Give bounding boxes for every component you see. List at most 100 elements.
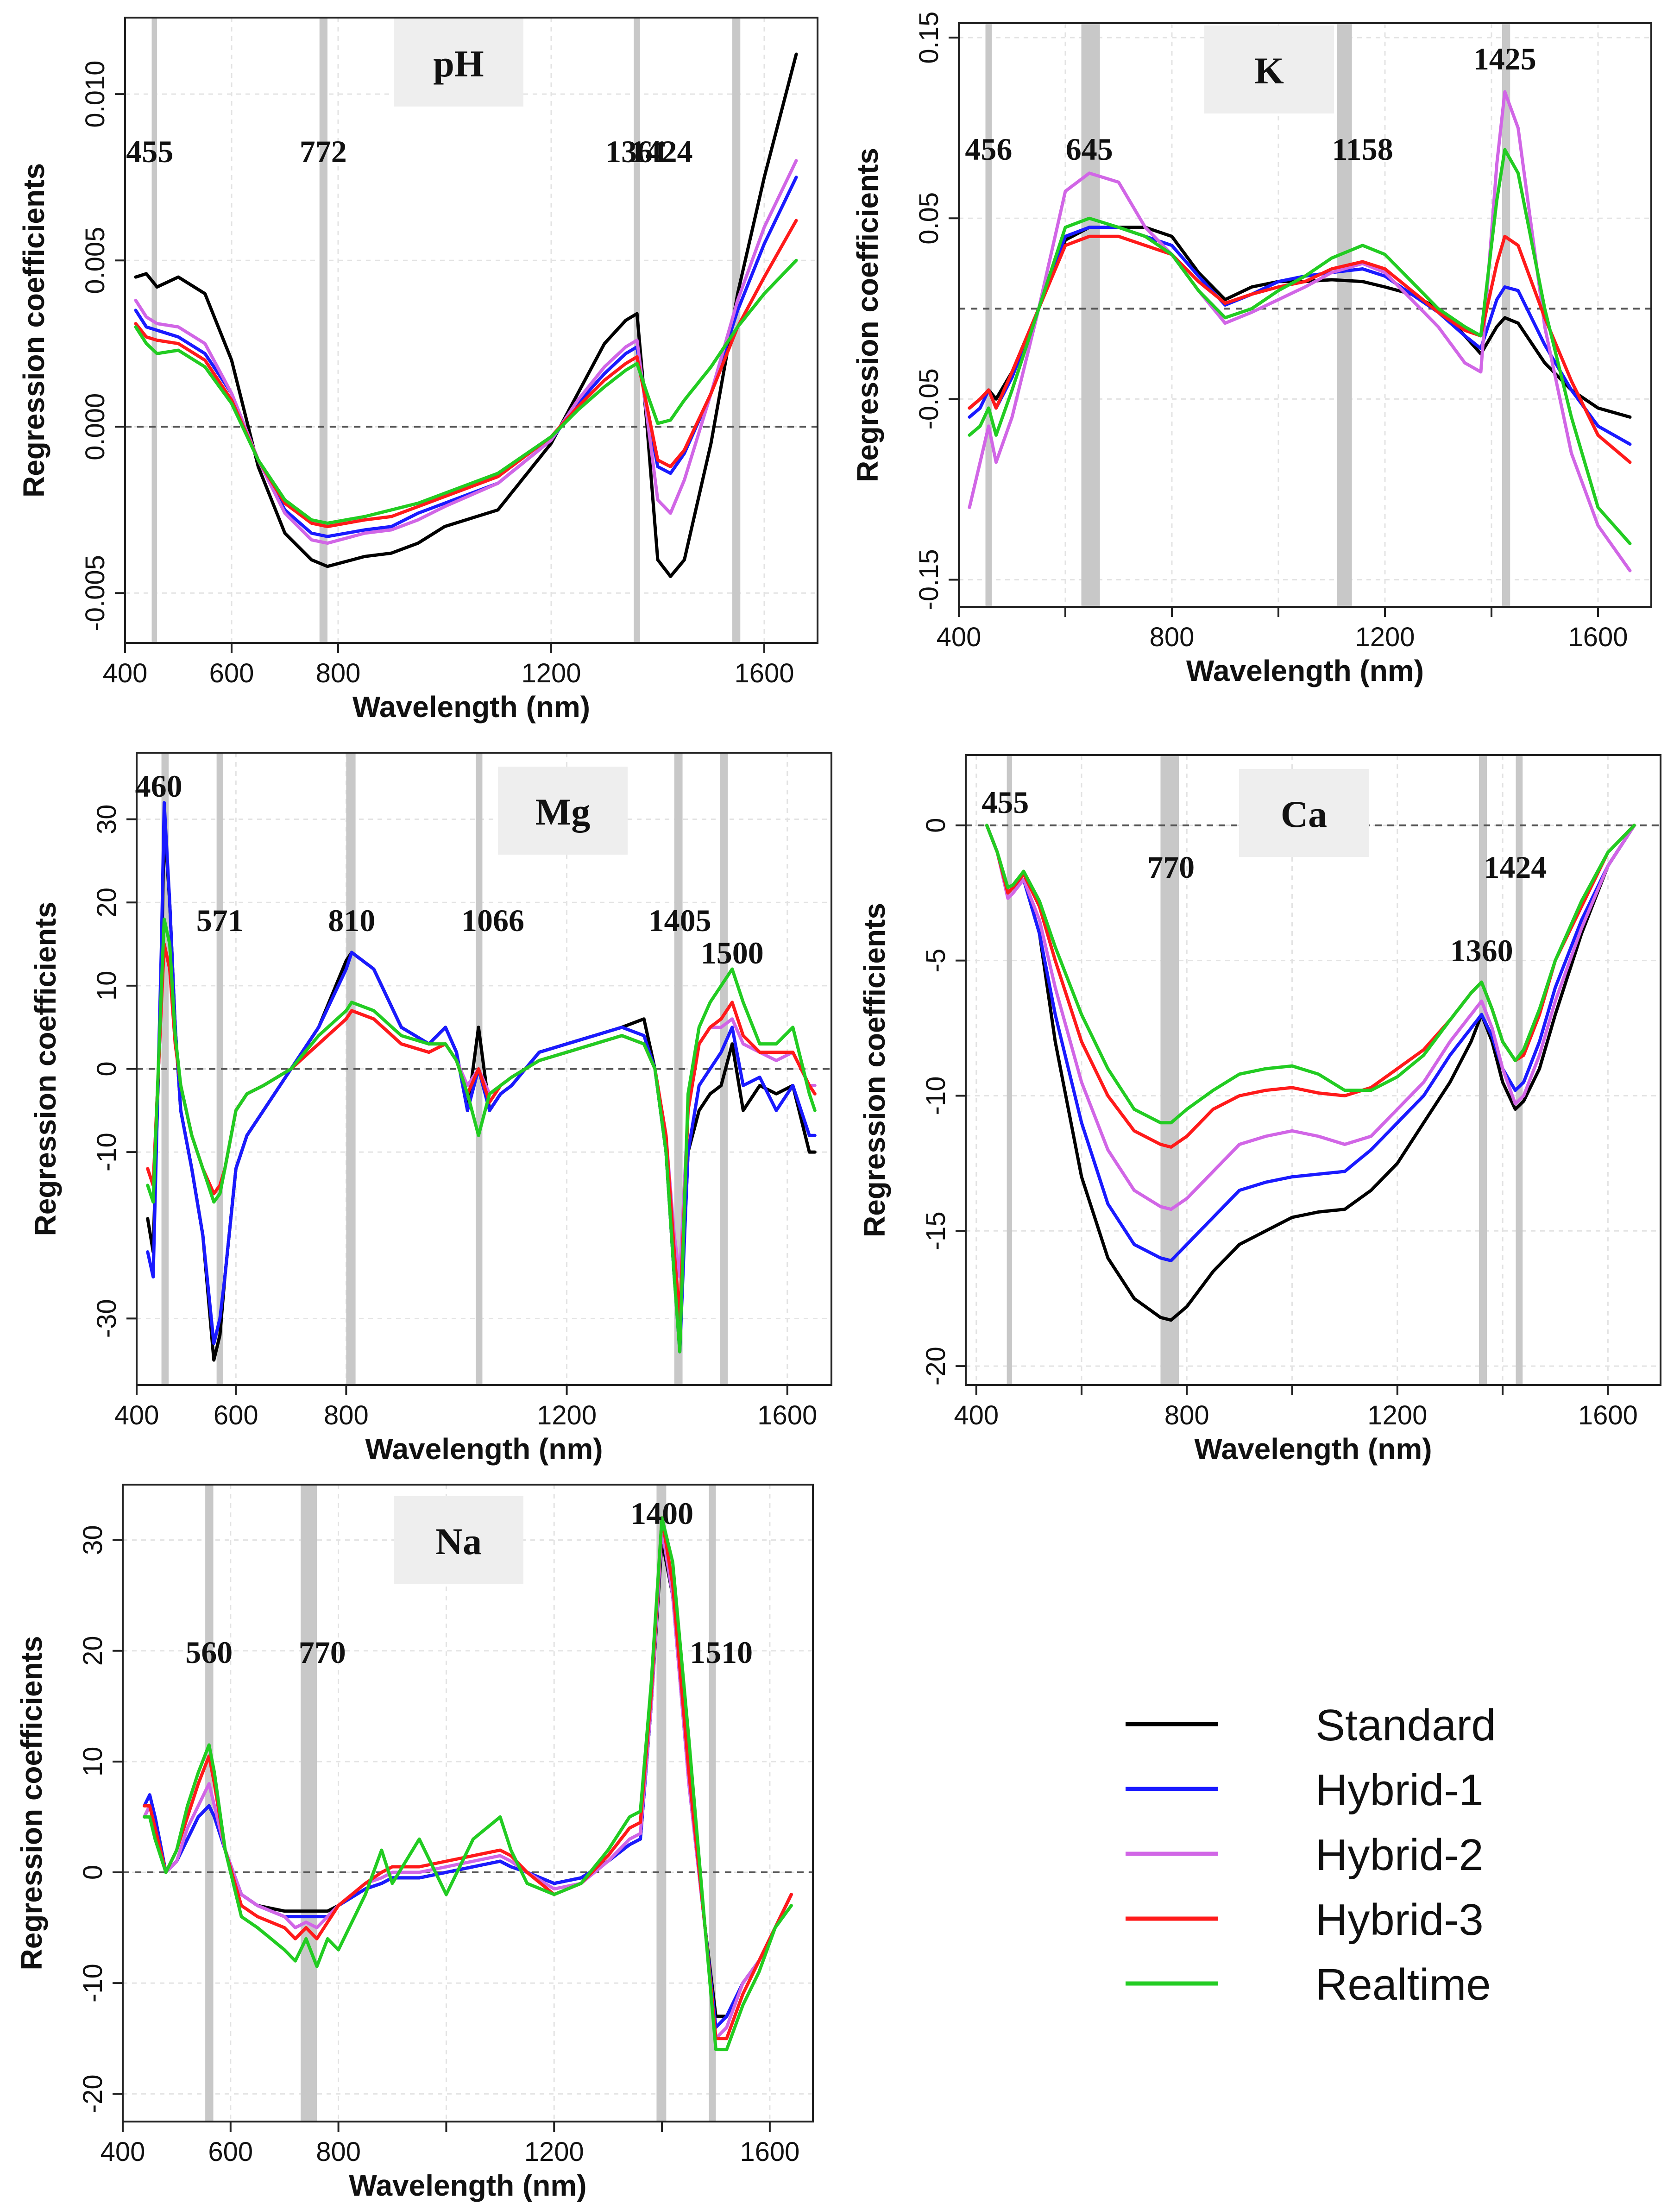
wavelength-band (301, 1485, 317, 2122)
x-tick-label: 400 (954, 1400, 999, 1430)
series-hybrid-1 (143, 1527, 793, 2029)
y-tick-label: 0.15 (914, 12, 944, 64)
wavelength-band (1160, 755, 1179, 1385)
x-axis-label: Wavelength (nm) (352, 690, 590, 724)
y-tick-label: -20 (921, 1347, 951, 1385)
wavelength-band (1479, 755, 1487, 1385)
panel-ca: 400 800 1200 1600 -20 -15 -10 -5 0 Wavelength (nm… (858, 754, 1661, 1466)
wavelength-band (1337, 23, 1352, 607)
x-tick-label: 800 (316, 658, 361, 688)
wavelength-band (346, 753, 356, 1385)
series-realtime (968, 148, 1632, 545)
chart-panels: 400 600 800 1200 1600 -0.005 0.000 0.005 0.010 Wa… (15, 12, 1661, 2202)
series-realtime (985, 824, 1636, 1125)
wavelength-annotation: 1400 (630, 1496, 693, 1531)
wavelength-band (1007, 755, 1012, 1385)
series-standard (985, 824, 1636, 1322)
series-hybrid-3 (985, 824, 1636, 1149)
series-hybrid-1 (985, 824, 1636, 1262)
plot-frame (124, 17, 818, 644)
x-tick-label: 800 (316, 2137, 361, 2167)
series-realtime (134, 258, 798, 525)
wavelength-annotation: 1424 (1484, 850, 1547, 885)
panel-title: K (1254, 50, 1284, 92)
y-tick-label: 10 (78, 1747, 108, 1777)
panel-mg: 400 600 800 1200 1600 -30 -10 0 10 20 30 Wavelength… (29, 752, 832, 1466)
y-tick-label: 10 (92, 971, 122, 1001)
y-tick-label: -0.05 (914, 368, 944, 429)
y-tick-label: 20 (78, 1636, 108, 1666)
y-tick-label: -10 (92, 1133, 122, 1171)
y-axis-label: Regression coefficients (858, 903, 891, 1237)
series-hybrid-3 (968, 234, 1632, 464)
wavelength-annotation: 571 (196, 903, 244, 938)
legend-label-realtime: Realtime (1315, 1960, 1491, 2009)
panel-title-box (1204, 25, 1334, 113)
y-tick-label: 0 (78, 1865, 108, 1880)
wavelength-annotation: 456 (965, 132, 1012, 167)
wavelength-annotation: 645 (1066, 132, 1113, 167)
x-tick-label: 1600 (1568, 622, 1628, 652)
x-tick-label: 1600 (1578, 1400, 1638, 1430)
panel-k: 400 800 1200 1600 -0.15 -0.05 0.05 0.15 Waveleng… (851, 12, 1652, 687)
y-tick-label: 20 (92, 888, 122, 918)
wavelength-annotation: 1500 (701, 935, 764, 970)
x-axis-label: Wavelength (nm) (365, 1432, 603, 1466)
wavelength-annotation: 1425 (1473, 41, 1536, 76)
wavelength-band (319, 18, 327, 643)
wavelength-band (1516, 755, 1523, 1385)
x-tick-label: 400 (103, 658, 148, 688)
series-realtime (143, 1516, 793, 2052)
y-tick-label: 30 (92, 804, 122, 834)
wavelength-annotation: 460 (135, 768, 182, 804)
y-axis-label: Regression coefficients (17, 163, 50, 497)
x-tick-label: 600 (214, 1400, 258, 1430)
y-tick-label: 0 (92, 1061, 122, 1076)
series-hybrid-1 (146, 801, 817, 1354)
x-tick-label: 800 (1164, 1400, 1209, 1430)
series-hybrid-1 (134, 176, 798, 538)
legend-label-standard: Standard (1315, 1700, 1496, 1750)
legend-label-hybrid-1: Hybrid-1 (1315, 1765, 1484, 1815)
x-tick-label: 400 (114, 1400, 159, 1430)
wavelength-band (1502, 23, 1510, 607)
wavelength-annotation: 772 (300, 134, 347, 169)
series-hybrid-3 (134, 219, 798, 529)
panel-title-box (394, 19, 523, 107)
y-tick-label: -15 (921, 1211, 951, 1250)
panel-title: Mg (535, 791, 590, 833)
wavelength-annotation: 1361 (605, 134, 668, 169)
plot-frame (965, 754, 1661, 1386)
x-tick-label: 1200 (1367, 1400, 1427, 1430)
wavelength-annotation: 1066 (461, 903, 524, 938)
wavelength-annotation: 1360 (1450, 933, 1513, 968)
x-tick-label: 800 (324, 1400, 369, 1430)
x-axis-label: Wavelength (nm) (349, 2169, 586, 2202)
x-tick-label: 1200 (524, 2137, 584, 2167)
panel-title-box (498, 767, 628, 855)
y-tick-label: 0.000 (80, 393, 110, 460)
plot-frame (958, 22, 1652, 608)
wavelength-annotation: 1158 (1332, 132, 1393, 167)
y-tick-label: -20 (78, 2074, 108, 2113)
panel-title: Na (435, 1520, 482, 1562)
wavelength-annotation: 1424 (630, 134, 693, 169)
legend: Standard Hybrid-1 Hybrid-2 Hybrid-3 Real… (1102, 1686, 1635, 2020)
x-tick-label: 800 (1150, 622, 1195, 652)
y-tick-label: -10 (921, 1077, 951, 1115)
panel-na: 400 600 800 1200 1600 -20 -10 0 10 20 30 Wavelength… (15, 1484, 814, 2202)
x-axis-label: Wavelength (nm) (1194, 1432, 1432, 1466)
wavelength-annotation: 455 (982, 785, 1029, 820)
x-axis-label: Wavelength (nm) (1186, 654, 1424, 687)
wavelength-band (205, 1485, 214, 2122)
wavelength-band (216, 753, 223, 1385)
wavelength-annotation: 560 (185, 1635, 233, 1670)
y-axis-label: Regression coefficients (29, 902, 62, 1236)
y-tick-label: 0.005 (80, 227, 110, 294)
wavelength-band (674, 753, 683, 1385)
plot-frame (122, 1484, 814, 2122)
y-tick-label: 0.010 (80, 61, 110, 128)
x-tick-label: 400 (937, 622, 982, 652)
panel-title: pH (433, 43, 484, 85)
